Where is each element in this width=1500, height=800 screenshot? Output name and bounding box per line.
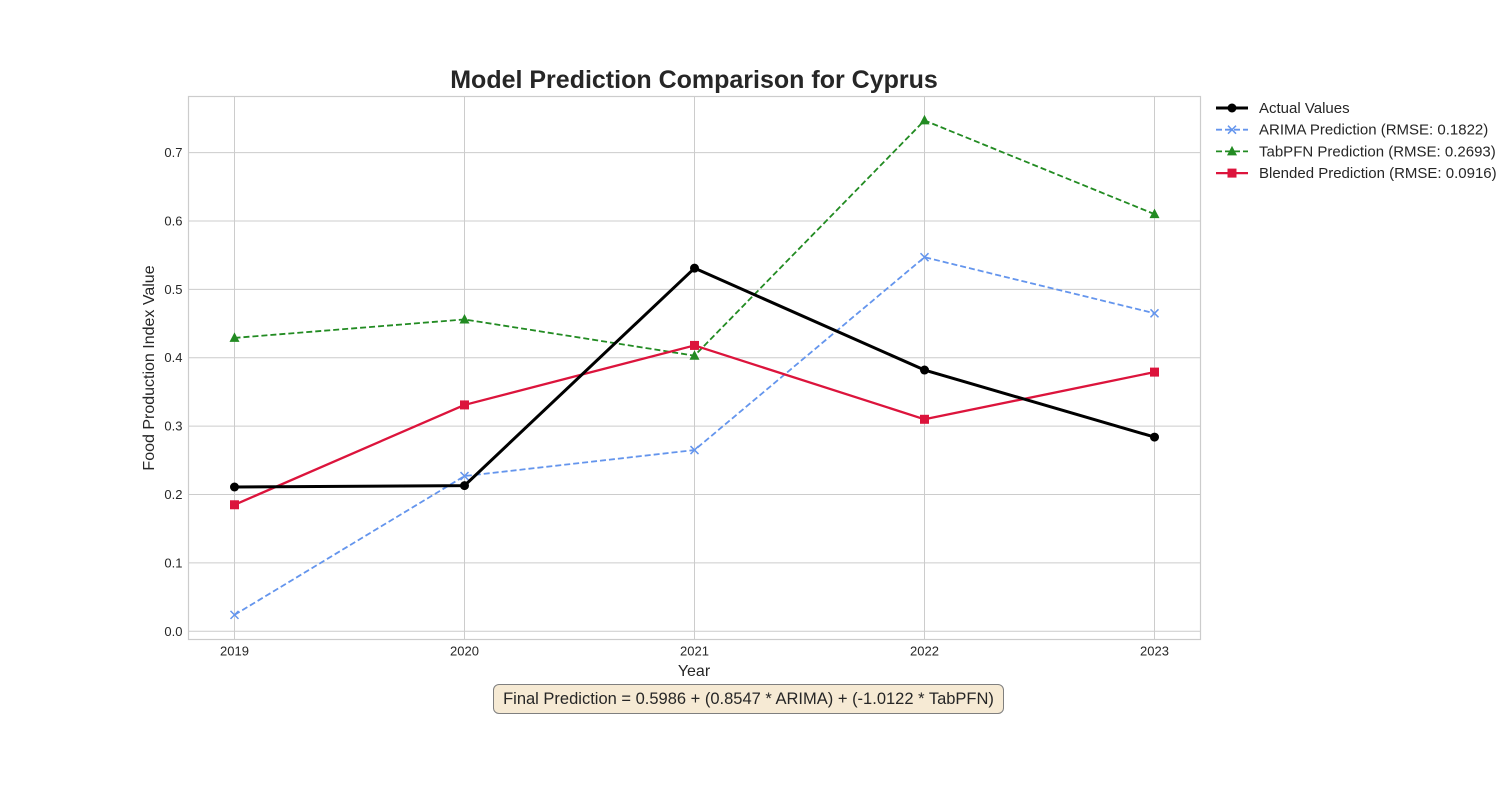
y-tick-label: 0.3: [164, 419, 182, 434]
tick-labels: 2019 2020 2021 2022 2023 0.0 0.1 0.2 0.3 0.4 0.5 0.…: [164, 145, 1169, 658]
plot-frame: [187, 95, 1202, 641]
x-axis-label: Year: [678, 663, 711, 680]
y-tick-label: 0.6: [164, 213, 182, 228]
chart-title: Model Prediction Comparison for Cyprus: [450, 66, 938, 94]
y-tick-label: 0.7: [164, 145, 182, 160]
y-tick-label: 0.4: [164, 350, 182, 365]
grid: [188, 96, 1201, 640]
y-axis-label: Food Production Index Value: [141, 265, 158, 470]
data-point: [689, 350, 700, 360]
y-tick-label: 0.1: [164, 555, 182, 570]
legend-marker: [1227, 103, 1237, 113]
legend-item: Actual Values: [1216, 100, 1350, 117]
data-point: [459, 313, 470, 324]
legend-marker: [1227, 125, 1237, 135]
formula-annotation: Final Prediction = 0.5986 + (0.8547 * AR…: [493, 684, 1004, 714]
x-tick-label: 2021: [680, 644, 709, 659]
x-tick-label: 2023: [1140, 644, 1169, 659]
series-2: [229, 114, 1160, 360]
series: [229, 114, 1160, 620]
data-point: [229, 332, 240, 342]
x-tick-label: 2022: [910, 644, 939, 659]
data-point: [460, 400, 469, 410]
data-point: [920, 414, 929, 424]
series-0: [230, 263, 1159, 492]
data-point: [1150, 432, 1159, 442]
data-point: [920, 365, 929, 375]
data-point: [1149, 208, 1160, 219]
data-point: [460, 481, 469, 491]
x-tick-label: 2020: [450, 644, 479, 659]
data-point: [919, 252, 930, 262]
legend-item: ARIMA Prediction (RMSE: 0.1822): [1216, 122, 1488, 139]
data-point: [919, 114, 930, 125]
legend-label: ARIMA Prediction (RMSE: 0.1822): [1259, 122, 1488, 139]
x-tick-label: 2019: [220, 644, 249, 659]
legend-marker: [1227, 168, 1237, 178]
data-point: [230, 500, 239, 510]
series-1: [229, 252, 1160, 620]
data-point: [1149, 308, 1160, 318]
legend-label: TabPFN Prediction (RMSE: 0.2693): [1259, 143, 1496, 160]
legend-item: TabPFN Prediction (RMSE: 0.2693): [1216, 143, 1496, 160]
data-point: [690, 263, 699, 273]
legend-label: Blended Prediction (RMSE: 0.0916): [1259, 165, 1497, 182]
y-tick-label: 0.2: [164, 487, 182, 502]
legend-marker: [1227, 145, 1237, 156]
data-point: [459, 471, 470, 481]
data-point: [689, 445, 700, 455]
data-point: [1150, 367, 1159, 377]
series-3: [230, 340, 1159, 510]
y-tick-label: 0.5: [164, 282, 182, 297]
y-tick-label: 0.0: [164, 624, 182, 639]
legend: Actual Values ARIMA Prediction (RMSE: 0.1…: [1216, 100, 1497, 182]
data-point: [230, 482, 239, 492]
data-point: [229, 610, 240, 620]
legend-label: Actual Values: [1259, 100, 1350, 117]
legend-item: Blended Prediction (RMSE: 0.0916): [1216, 165, 1497, 182]
data-point: [690, 340, 699, 350]
